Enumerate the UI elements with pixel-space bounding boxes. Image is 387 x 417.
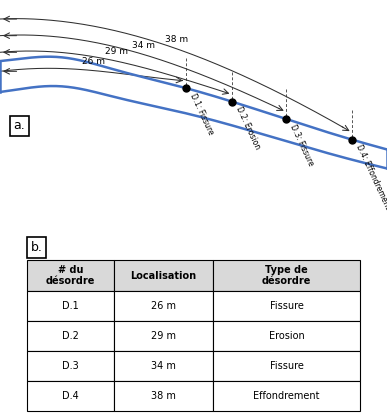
Bar bbox=[214, 291, 360, 321]
Text: 29 m: 29 m bbox=[151, 331, 176, 341]
Text: D.2: D.2 bbox=[62, 331, 79, 341]
Text: D.1: D.1 bbox=[62, 301, 79, 311]
Text: 26 m: 26 m bbox=[82, 57, 105, 66]
Text: a.: a. bbox=[14, 120, 25, 133]
Text: D.4: Effondrement: D.4: Effondrement bbox=[354, 143, 387, 211]
Text: Type de
désordre: Type de désordre bbox=[262, 265, 312, 286]
Bar bbox=[27, 261, 114, 291]
Bar bbox=[27, 351, 114, 381]
Bar bbox=[114, 261, 214, 291]
Text: 34 m: 34 m bbox=[132, 41, 156, 50]
Text: Fissure: Fissure bbox=[270, 301, 304, 311]
Text: b.: b. bbox=[31, 241, 42, 254]
Text: Fissure: Fissure bbox=[270, 361, 304, 371]
Bar bbox=[214, 261, 360, 291]
Bar bbox=[27, 291, 114, 321]
Text: Localisation: Localisation bbox=[130, 271, 197, 281]
Bar bbox=[214, 321, 360, 351]
Text: D.2: Erosion: D.2: Erosion bbox=[234, 105, 262, 151]
Text: Erosion: Erosion bbox=[269, 331, 305, 341]
Text: D.3: Fissure: D.3: Fissure bbox=[288, 123, 315, 167]
Bar bbox=[27, 381, 114, 411]
Text: # du
désordre: # du désordre bbox=[46, 265, 95, 286]
Bar bbox=[114, 321, 214, 351]
Bar bbox=[27, 321, 114, 351]
Text: 38 m: 38 m bbox=[151, 391, 176, 401]
Text: 38 m: 38 m bbox=[165, 35, 188, 44]
Text: D.3: D.3 bbox=[62, 361, 79, 371]
Text: Effondrement: Effondrement bbox=[253, 391, 320, 401]
Bar bbox=[214, 381, 360, 411]
Text: 34 m: 34 m bbox=[151, 361, 176, 371]
Bar bbox=[214, 351, 360, 381]
Text: D.1: Fissure: D.1: Fissure bbox=[188, 92, 215, 136]
Text: D.4: D.4 bbox=[62, 391, 79, 401]
Bar bbox=[114, 351, 214, 381]
Bar bbox=[114, 291, 214, 321]
Text: 26 m: 26 m bbox=[151, 301, 176, 311]
Text: 29 m: 29 m bbox=[105, 48, 128, 56]
Bar bbox=[114, 381, 214, 411]
